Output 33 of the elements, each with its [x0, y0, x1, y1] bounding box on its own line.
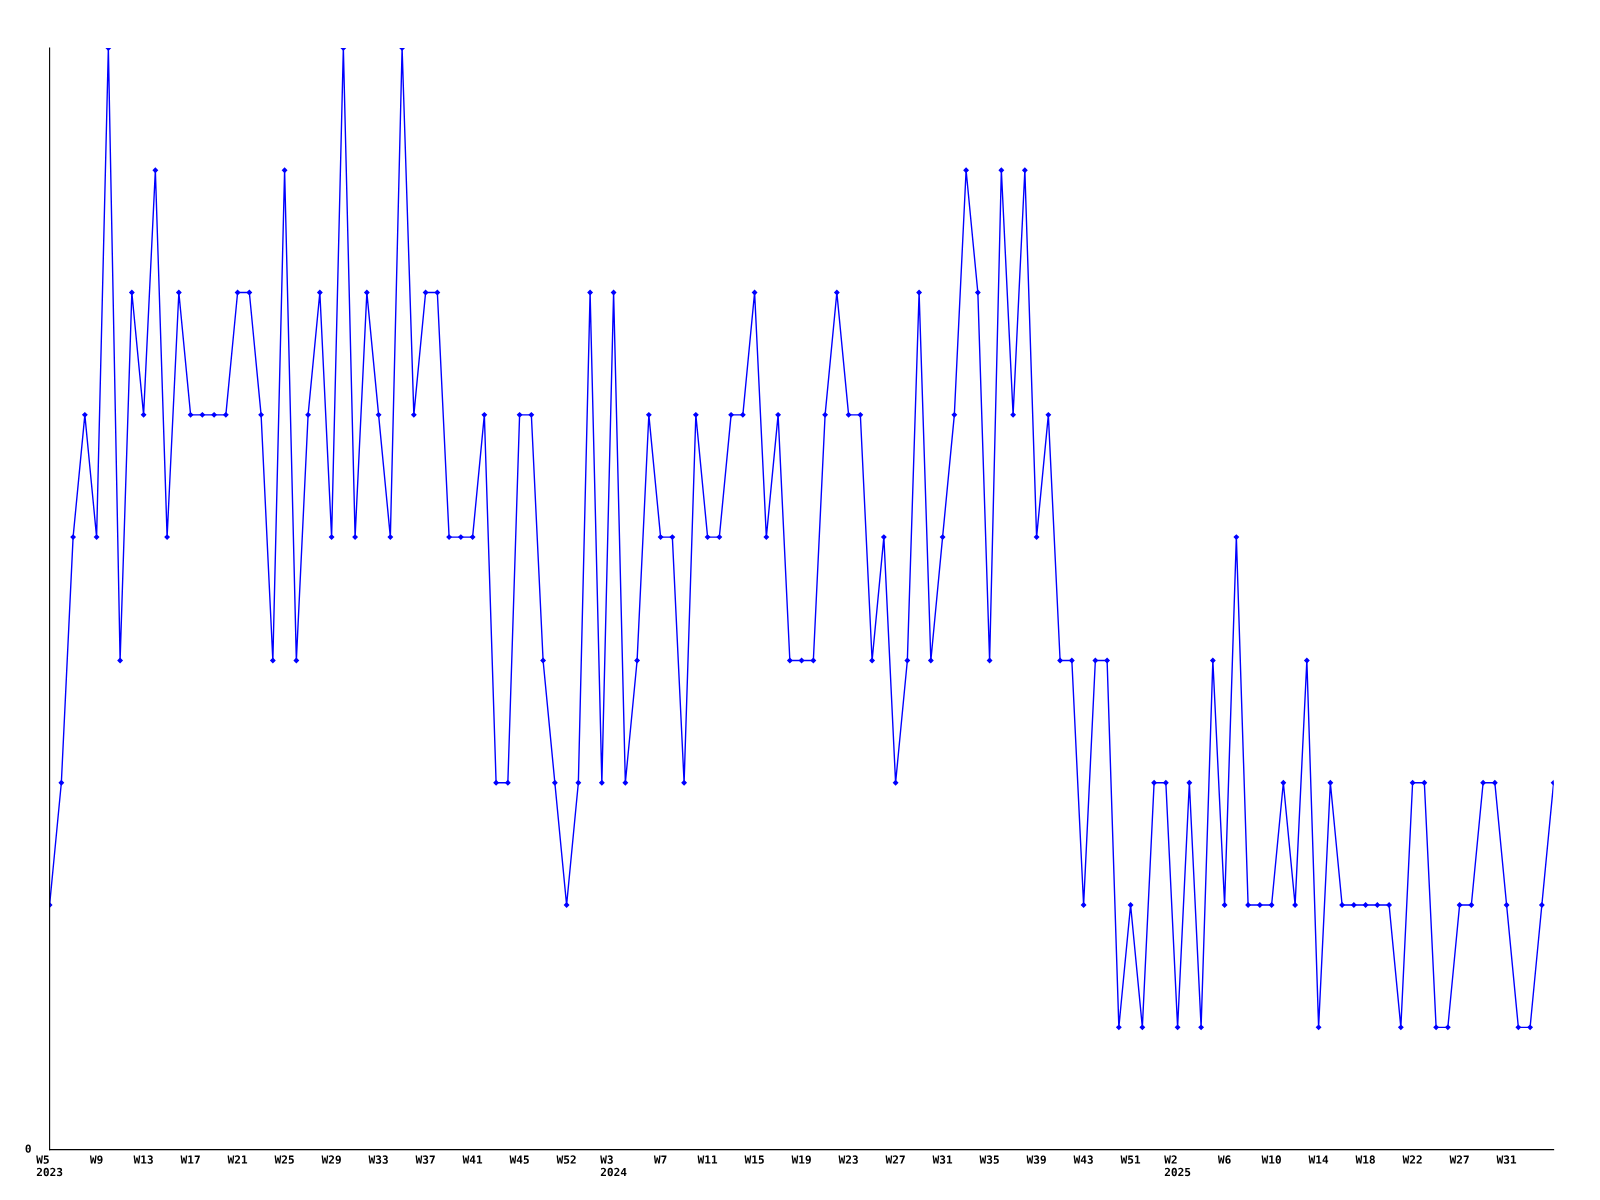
x-tick-label: W31: [932, 1155, 953, 1164]
x-tick-label: W43: [1073, 1155, 1093, 1164]
x-tick-label: W5 2023: [36, 1155, 63, 1177]
x-tick-label: W18: [1355, 1155, 1375, 1164]
x-tick-label: W7: [653, 1155, 667, 1164]
x-tick-label: W35: [979, 1155, 999, 1164]
x-tick-label: W37: [415, 1155, 435, 1164]
x-tick-label: W6: [1217, 1155, 1231, 1164]
x-tick-label: W45: [509, 1155, 529, 1164]
x-tick-label: W29: [321, 1155, 341, 1164]
x-tick-label: W10: [1261, 1155, 1281, 1164]
x-tick-label: W21: [227, 1155, 248, 1164]
x-tick-label: W17: [180, 1155, 200, 1164]
x-tick-label: W41: [462, 1155, 483, 1164]
x-tick-label: W3 2024: [600, 1155, 627, 1177]
x-tick-label: W19: [791, 1155, 811, 1164]
x-tick-label: W14: [1308, 1155, 1329, 1164]
x-tick-label: W22: [1402, 1155, 1422, 1164]
x-tick-label: W13: [133, 1155, 153, 1164]
x-tick-label: W25: [274, 1155, 294, 1164]
x-tick-label: W9: [89, 1155, 103, 1164]
x-tick-label: W52: [556, 1155, 576, 1164]
x-tick-label: W11: [697, 1155, 718, 1164]
x-tick-label: W39: [1026, 1155, 1046, 1164]
x-tick-label: W2 2025: [1164, 1155, 1191, 1177]
x-tick-label: W15: [744, 1155, 764, 1164]
text: 0: [25, 1144, 31, 1153]
x-tick-label: W27: [1449, 1155, 1469, 1164]
x-tick-label: W33: [368, 1155, 388, 1164]
x-tick-label: W27: [885, 1155, 905, 1164]
x-tick-label: W51: [1120, 1155, 1141, 1164]
x-tick-label: W23: [838, 1155, 858, 1164]
x-tick-label: W31: [1496, 1155, 1517, 1164]
